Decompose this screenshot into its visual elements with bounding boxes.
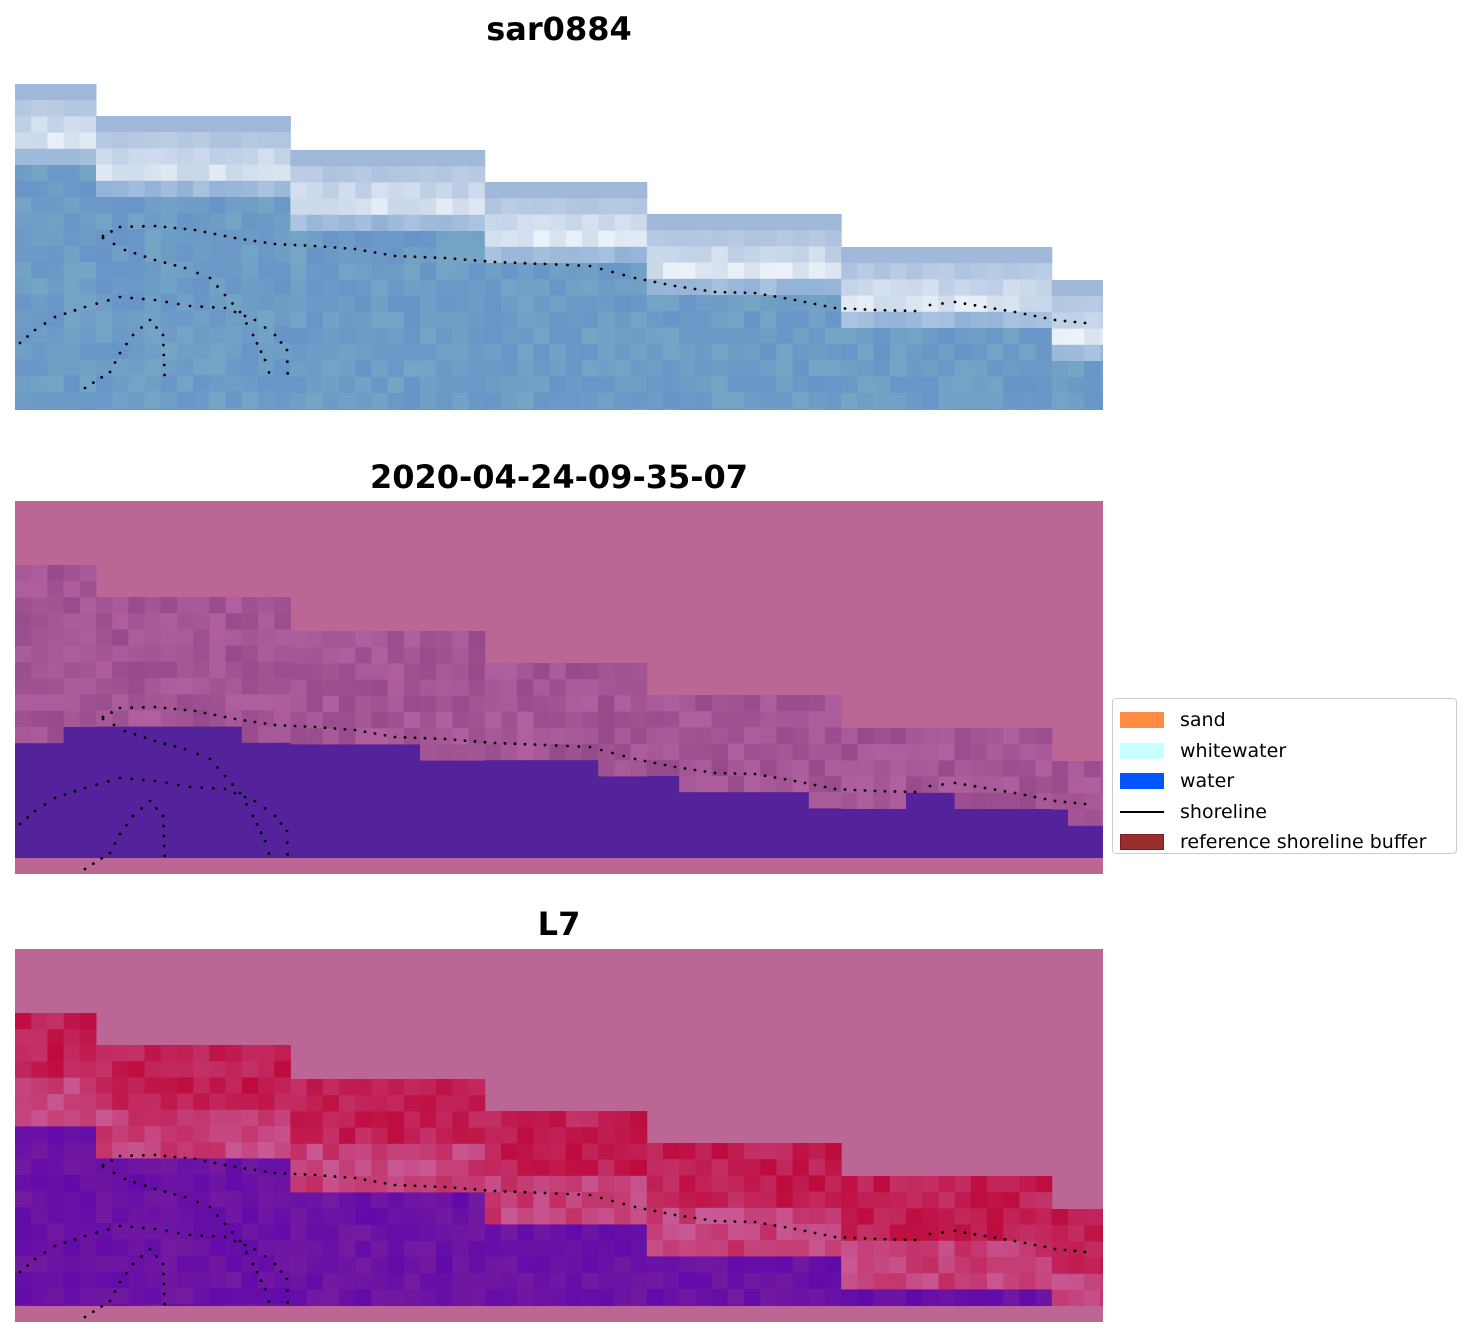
index-image-panel: [15, 949, 1103, 1322]
bottom-buffer-strip: [15, 1306, 1103, 1322]
shoreline-dots: [18, 224, 1087, 390]
classified-pixel-grid: [15, 565, 1103, 874]
legend-item-water: water: [1113, 766, 1456, 797]
legend-label-reference-buffer: reference shoreline buffer: [1180, 831, 1427, 854]
legend-label-sand: sand: [1180, 709, 1226, 732]
shoreline-dots: [18, 1153, 1087, 1319]
legend-label-whitewater: whitewater: [1180, 739, 1287, 762]
legend-label-water: water: [1180, 770, 1235, 793]
legend-label-shoreline: shoreline: [1180, 800, 1267, 823]
bottom-buffer-strip: [15, 858, 1103, 874]
shoreline-line-swatch: [1120, 810, 1164, 813]
panel-title-index: L7: [537, 905, 581, 943]
rgb-pixel-grid: [15, 84, 1103, 410]
legend-item-shoreline: shoreline: [1113, 797, 1456, 828]
water-swatch: [1120, 773, 1164, 790]
panel-title-rgb: sar0884: [486, 10, 632, 48]
legend-item-whitewater: whitewater: [1113, 736, 1456, 767]
panel-title-classified: 2020-04-24-09-35-07: [369, 458, 749, 496]
classified-image-panel: [15, 501, 1103, 874]
legend-item-reference-buffer: reference shoreline buffer: [1113, 827, 1456, 858]
rgb-image-panel: [15, 84, 1103, 410]
shoreline-dots: [18, 705, 1087, 871]
legend: sand whitewater water shoreline referenc…: [1112, 698, 1457, 854]
whitewater-swatch: [1120, 742, 1164, 759]
reference-buffer-swatch: [1120, 834, 1164, 851]
legend-item-sand: sand: [1113, 705, 1456, 736]
sand-swatch: [1120, 712, 1164, 729]
